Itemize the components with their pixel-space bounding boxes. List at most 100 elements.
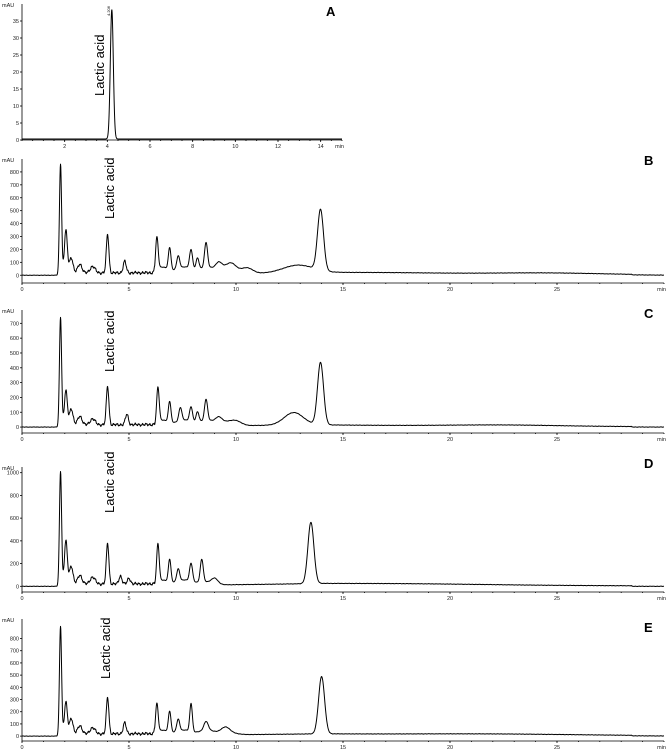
lactic-acid-label: Lactic acid [98, 618, 113, 679]
y-tick-label: 100 [10, 410, 19, 416]
y-tick-label: 800 [10, 170, 19, 176]
x-tick-label: 25 [554, 596, 560, 602]
x-tick-label: 20 [447, 287, 453, 293]
x-tick-label: 10 [233, 437, 239, 443]
x-tick-label: 10 [233, 596, 239, 602]
y-axis-label: mAU [2, 158, 14, 164]
x-tick-label: 0 [20, 437, 23, 443]
lactic-acid-label: Lactic acid [92, 35, 107, 96]
x-tick-label: 5 [127, 745, 130, 751]
y-tick-label: 500 [10, 673, 19, 679]
y-tick-label: 300 [10, 698, 19, 704]
panel-letter: D [644, 456, 653, 471]
x-tick-label: 15 [340, 596, 346, 602]
y-tick-label: 600 [10, 336, 19, 342]
x-tick-label: 5 [127, 287, 130, 293]
chart-panel-b: 0 100 200 300 400 500 600 700 800 mAU 0 5 10 15 20 25 mi… [2, 153, 666, 293]
y-tick-label: 400 [10, 222, 19, 228]
y-tick-label: 300 [10, 235, 19, 241]
y-tick-label: 400 [10, 539, 19, 545]
chromatogram-trace [21, 316, 665, 428]
x-tick-label: 20 [447, 596, 453, 602]
x-tick-label: 10 [232, 144, 238, 150]
y-tick-label: 0 [16, 734, 19, 740]
x-tick-label: 2 [63, 144, 66, 150]
y-tick-label: 400 [10, 366, 19, 372]
panel-letter: C [644, 306, 654, 321]
y-tick-label: 0 [16, 273, 19, 279]
y-tick-label: 500 [10, 351, 19, 357]
chart-panel-c: 0 100 200 300 400 500 600 700 mAU 0 5 10 15 20 25 min C L… [2, 306, 666, 443]
panel-letter: E [644, 620, 653, 635]
x-axis-label: min [657, 596, 666, 602]
y-tick-label: 0 [16, 425, 19, 431]
y-tick-label: 5 [16, 121, 19, 127]
y-tick-label: 200 [10, 247, 19, 253]
x-axis-label: min [657, 287, 666, 293]
x-tick-label: 6 [148, 144, 151, 150]
y-tick-label: 0 [16, 138, 19, 144]
y-tick-label: 700 [10, 649, 19, 655]
y-tick-label: 800 [10, 637, 19, 643]
panel-letter: A [326, 4, 336, 19]
y-tick-label: 800 [10, 493, 19, 499]
peak-retention-tag: 4.206 [106, 5, 111, 16]
y-tick-label: 200 [10, 395, 19, 401]
x-tick-label: 0 [20, 596, 23, 602]
y-tick-label: 35 [13, 19, 19, 25]
lactic-acid-label: Lactic acid [102, 311, 117, 372]
y-tick-label: 200 [10, 562, 19, 568]
chart-panel-a: 0 5 10 15 20 25 30 35 mAU 2 4 6 8 10 12 14 min A Lactic ac… [2, 3, 344, 150]
y-tick-label: 30 [13, 36, 19, 42]
y-tick-label: 700 [10, 321, 19, 327]
x-tick-label: 5 [127, 437, 130, 443]
x-tick-label: 5 [127, 596, 130, 602]
x-tick-label: 20 [447, 437, 453, 443]
y-tick-label: 600 [10, 516, 19, 522]
chromatogram-trace [21, 163, 665, 276]
x-tick-label: 25 [554, 745, 560, 751]
x-tick-label: 4 [106, 144, 109, 150]
y-tick-label: 600 [10, 661, 19, 667]
lactic-acid-label: Lactic acid [102, 158, 117, 219]
y-tick-label: 400 [10, 685, 19, 691]
x-tick-label: 20 [447, 745, 453, 751]
y-tick-label: 600 [10, 196, 19, 202]
y-tick-label: 700 [10, 183, 19, 189]
x-tick-label: 15 [340, 437, 346, 443]
x-tick-label: 0 [20, 287, 23, 293]
chromatogram-trace [21, 9, 343, 140]
x-axis-label: min [657, 437, 666, 443]
y-tick-label: 20 [13, 70, 19, 76]
x-tick-label: 25 [554, 287, 560, 293]
y-axis-label: mAU [2, 309, 14, 315]
panel-letter: B [644, 153, 653, 168]
y-tick-label: 100 [10, 722, 19, 728]
y-axis-label: mAU [2, 618, 14, 624]
x-tick-label: 8 [191, 144, 194, 150]
y-tick-label: 1000 [7, 471, 19, 477]
y-axis-label: mAU [2, 466, 14, 472]
x-tick-label: 0 [20, 745, 23, 751]
x-tick-label: 10 [233, 745, 239, 751]
y-tick-label: 300 [10, 381, 19, 387]
y-tick-label: 200 [10, 710, 19, 716]
chromatogram-trace [21, 625, 665, 737]
y-tick-label: 500 [10, 209, 19, 215]
y-axis-label: mAU [2, 3, 14, 9]
chromatogram-trace [21, 471, 665, 588]
y-tick-label: 15 [13, 87, 19, 93]
y-tick-label: 10 [13, 104, 19, 110]
x-tick-label: 25 [554, 437, 560, 443]
lactic-acid-label: Lactic acid [102, 452, 117, 513]
x-tick-label: 12 [275, 144, 281, 150]
y-tick-label: 0 [16, 584, 19, 590]
chart-panel-e: 0 100 200 300 400 500 600 700 800 mAU 0 5 10 15 20 25 mi… [2, 618, 666, 751]
x-axis-label: min [335, 144, 344, 150]
x-tick-label: 15 [340, 745, 346, 751]
y-tick-label: 100 [10, 260, 19, 266]
x-tick-label: 14 [318, 144, 324, 150]
x-axis-label: min [657, 745, 666, 751]
